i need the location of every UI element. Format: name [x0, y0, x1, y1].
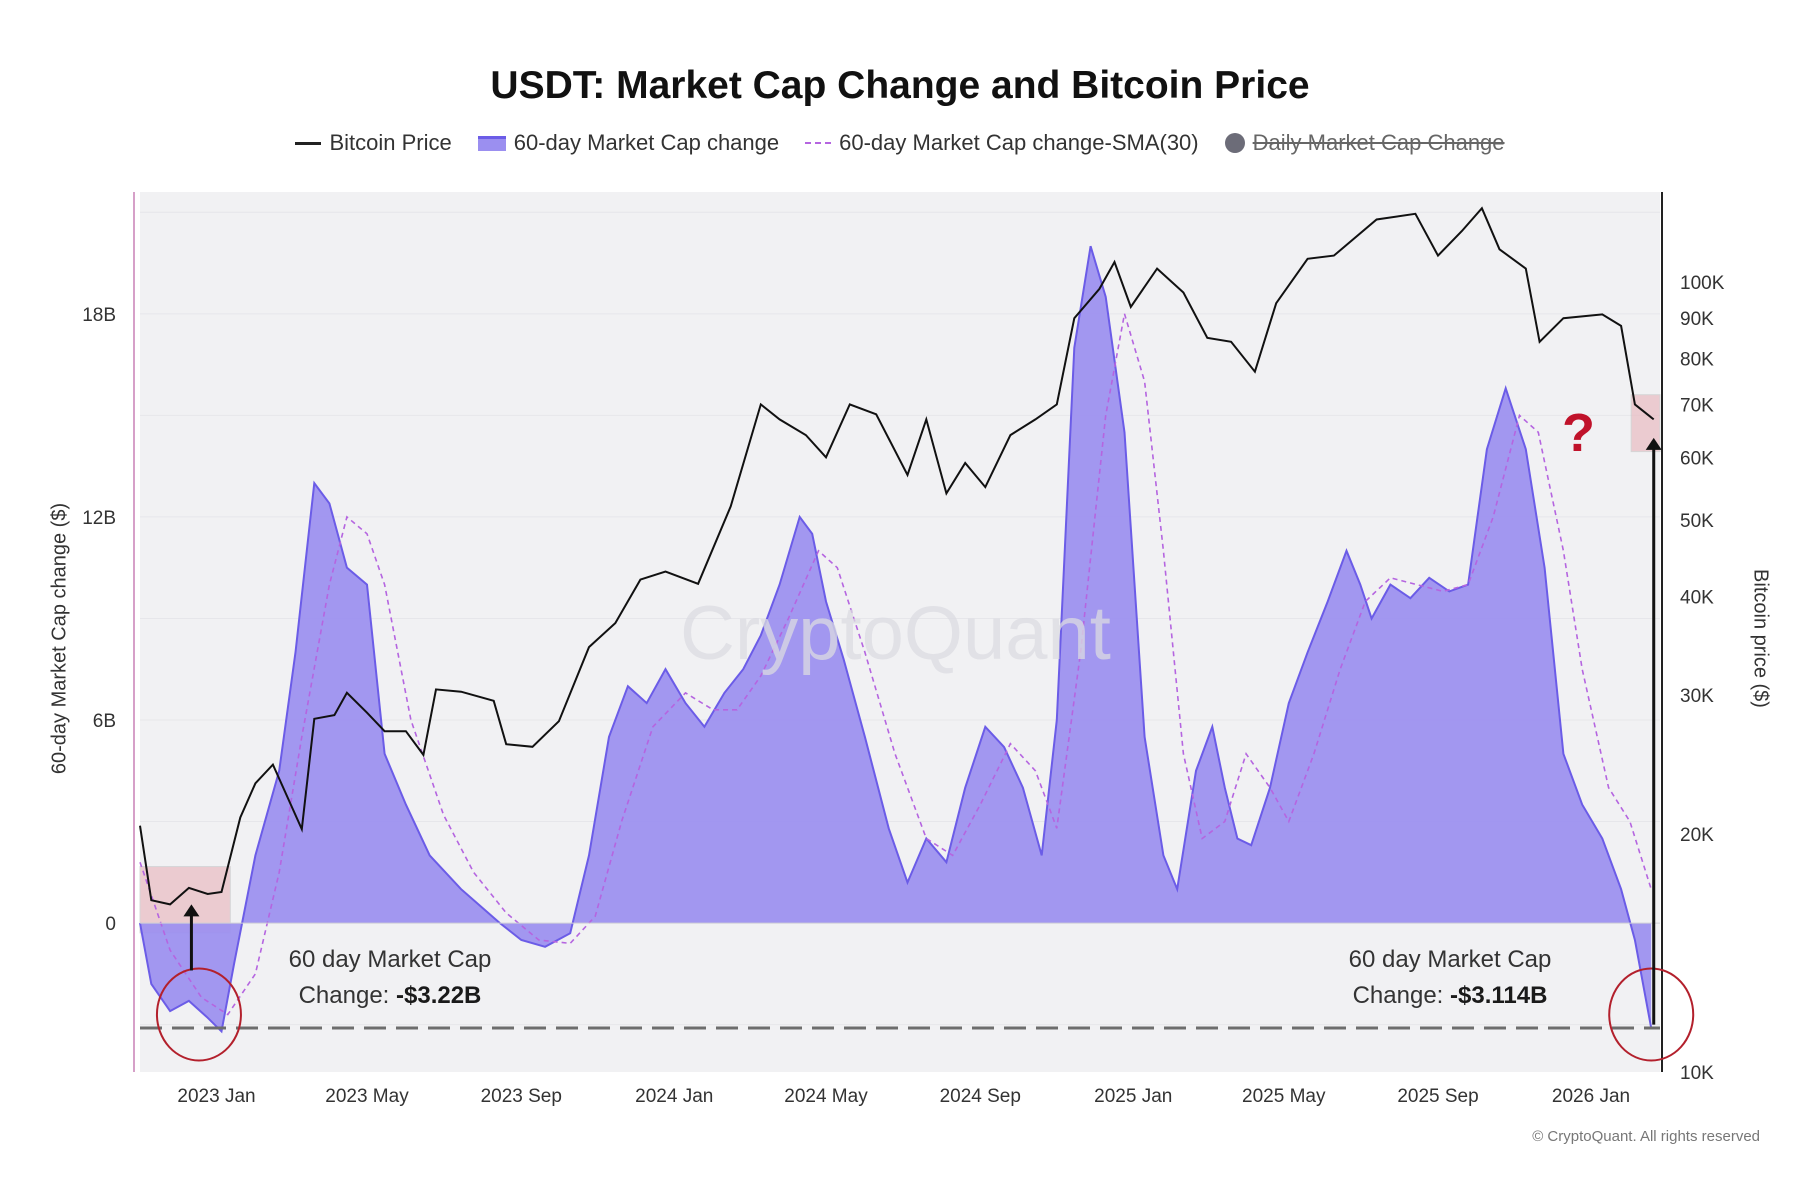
y-axis-right-label: Bitcoin price ($): [1749, 569, 1772, 708]
y2-tick-label: 50K: [1680, 511, 1714, 532]
annotation-left-line2: Change: -$3.22B: [230, 978, 550, 1014]
y2-tick-label: 60K: [1680, 448, 1714, 469]
x-tick-label: 2025 Jan: [1094, 1086, 1172, 1107]
y-axis-left-label: 60-day Market Cap change ($): [48, 502, 71, 775]
y-tick-label: 6B: [93, 711, 116, 732]
y2-tick-label: 20K: [1680, 825, 1714, 846]
annotation-left-value: -$3.22B: [396, 982, 482, 1009]
x-tick-label: 2024 Jan: [635, 1086, 713, 1107]
annotation-left-line1: 60 day Market Cap: [288, 946, 492, 973]
legend-swatch-dot: [1224, 133, 1245, 153]
x-tick-label: 2026 Jan: [1552, 1086, 1630, 1107]
x-tick-label: 2024 May: [784, 1086, 868, 1107]
x-tick-label: 2025 Sep: [1397, 1086, 1478, 1107]
annotation-right-line2: Change: -$3.114B: [1290, 978, 1610, 1014]
legend-item-bitcoin-price[interactable]: Bitcoin Price: [295, 130, 452, 156]
legend-label: 60-day Market Cap change-SMA(30): [839, 130, 1199, 155]
x-tick-label: 2023 May: [325, 1086, 409, 1107]
annotation-right-value: -$3.114B: [1450, 982, 1548, 1009]
annotation-right: 60 day Market Cap Change: -$3.114B: [1290, 942, 1610, 1014]
x-tick-label: 2023 Sep: [481, 1086, 562, 1107]
annotation-right-prefix: Change:: [1352, 982, 1450, 1009]
annotation-left: 60 day Market Cap Change: -$3.22B: [230, 942, 550, 1014]
legend-label: Bitcoin Price: [329, 130, 452, 155]
annotation-left-prefix: Change:: [298, 982, 396, 1009]
y2-tick-label: 70K: [1680, 395, 1714, 416]
y2-tick-label: 100K: [1680, 273, 1725, 294]
legend-label: Daily Market Cap Change: [1252, 130, 1505, 155]
legend-item-sma[interactable]: 60-day Market Cap change-SMA(30): [805, 130, 1199, 156]
y-tick-label: 12B: [82, 508, 116, 529]
x-tick-label: 2025 May: [1242, 1086, 1326, 1107]
x-tick-label: 2023 Jan: [177, 1086, 255, 1107]
sma-line: [139, 313, 1652, 1016]
y2-tick-label: 80K: [1680, 350, 1714, 371]
y2-tick-label: 10K: [1680, 1063, 1714, 1084]
bitcoin-price-line: [139, 206, 1655, 906]
legend-swatch-dashed: [805, 142, 832, 144]
legend-item-market-cap-change[interactable]: 60-day Market Cap change: [477, 130, 780, 156]
chart-title: USDT: Market Cap Change and Bitcoin Pric…: [490, 64, 1310, 107]
y-tick-label: 0: [105, 914, 116, 935]
copyright-notice: © CryptoQuant. All rights reserved: [1532, 1128, 1760, 1145]
market-cap-change-area: [140, 246, 1652, 1032]
arrow-right-head: [1645, 437, 1662, 450]
y2-tick-label: 30K: [1680, 686, 1714, 707]
highlight-circle-left: [155, 967, 242, 1062]
x-tick-label: 2024 Sep: [940, 1086, 1021, 1107]
market-cap-change-line: [139, 245, 1653, 1034]
annotation-right-line1: 60 day Market Cap: [1348, 946, 1552, 973]
legend-swatch-line: [295, 141, 322, 145]
question-mark-annotation: ?: [1562, 403, 1595, 463]
legend: Bitcoin Price 60-day Market Cap change 6…: [0, 130, 1800, 156]
legend-swatch-area: [477, 135, 506, 151]
legend-item-daily-change[interactable]: Daily Market Cap Change: [1224, 130, 1505, 156]
arrow-left-head: [183, 904, 200, 917]
y-tick-label: 18B: [82, 305, 116, 326]
legend-label: 60-day Market Cap change: [513, 130, 780, 155]
highlight-circle-right: [1608, 967, 1695, 1062]
y2-tick-label: 90K: [1680, 309, 1714, 330]
y2-tick-label: 40K: [1680, 587, 1714, 608]
